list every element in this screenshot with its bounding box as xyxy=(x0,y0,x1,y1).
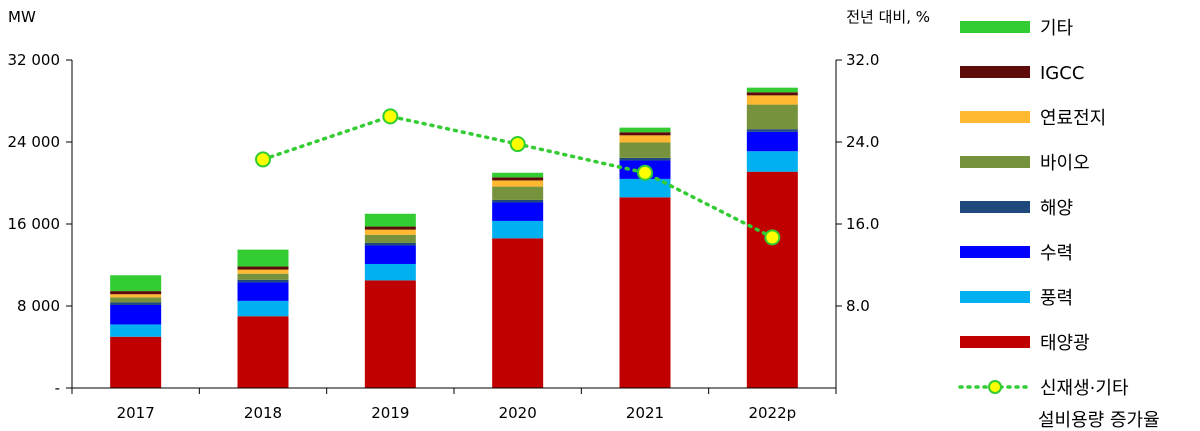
legend-swatch xyxy=(960,291,1030,303)
bar-segment xyxy=(619,178,671,198)
bar-segment xyxy=(492,202,544,221)
bar-segment xyxy=(746,95,798,105)
bar-segment xyxy=(364,245,416,264)
bar-segment xyxy=(492,180,544,187)
left-tick-label: 8 000 xyxy=(17,297,60,315)
bars xyxy=(110,87,798,388)
bar-segment xyxy=(492,186,544,200)
growth-point xyxy=(382,108,399,125)
legend-label: 태양광 xyxy=(1040,333,1090,354)
left-tick-label: 32 000 xyxy=(8,51,61,69)
bar-segment xyxy=(364,263,416,281)
legend-label: 바이오 xyxy=(1040,153,1090,174)
left-axis-unit: MW xyxy=(8,8,36,26)
x-tick-label: 2022p xyxy=(748,404,796,422)
x-tick-label: 2021 xyxy=(626,404,664,422)
legend-label: 기타 xyxy=(1040,18,1074,39)
bar-segment xyxy=(492,199,544,203)
legend-swatch xyxy=(960,246,1030,258)
bar-segment xyxy=(619,132,671,136)
legend-swatch xyxy=(960,201,1030,213)
bar-segment xyxy=(364,234,416,243)
legend-line-marker xyxy=(988,380,1002,394)
legend-swatch xyxy=(960,21,1030,33)
bar-segment xyxy=(746,171,798,388)
bar-segment xyxy=(746,131,798,152)
legend-label: 연료전지 xyxy=(1040,108,1106,129)
bar-segment xyxy=(110,297,162,303)
right-tick-label: 32.0 xyxy=(846,51,879,69)
right-tick-label: 24.0 xyxy=(846,133,879,151)
x-tick-label: 2017 xyxy=(117,404,155,422)
legend-line-label: 설비용량 증가율 xyxy=(1038,410,1160,431)
bar-segment xyxy=(746,129,798,132)
growth-point xyxy=(509,136,526,153)
bar-segment xyxy=(237,300,289,317)
bar-segment xyxy=(746,87,798,93)
bar-segment xyxy=(492,220,544,239)
bar-segment xyxy=(110,336,162,388)
bar-segment xyxy=(364,229,416,235)
legend-label: 풍력 xyxy=(1040,288,1073,309)
right-tick-label: 16.0 xyxy=(846,215,879,233)
left-tick-label: 16 000 xyxy=(8,215,61,233)
right-axis-unit: 전년 대비, % xyxy=(846,8,930,26)
bar-segment xyxy=(492,238,544,388)
growth-point xyxy=(764,229,781,246)
bar-segment xyxy=(619,135,671,143)
bar-segment xyxy=(110,291,162,295)
bar-segment xyxy=(110,304,162,325)
legend-line-label: 신재생·기타 xyxy=(1040,378,1129,399)
bar-segment xyxy=(237,266,289,270)
x-tick-label: 2019 xyxy=(371,404,409,422)
bar-segment xyxy=(237,316,289,388)
bar-segment xyxy=(364,242,416,246)
growth-line-layer xyxy=(255,108,781,246)
left-axis-ticks: - 8 000 16 000 24 000 32 000 xyxy=(8,51,72,397)
x-tick-label: 2020 xyxy=(499,404,537,422)
bar-segment xyxy=(619,127,671,133)
x-axis-labels: 2017 2018 2019 2020 2021 2022p xyxy=(117,404,797,422)
legend-swatch xyxy=(960,66,1030,78)
bar-segment xyxy=(746,151,798,172)
bar-segment xyxy=(110,275,162,292)
legend-swatch xyxy=(960,156,1030,168)
bar-segment xyxy=(364,226,416,230)
legend-label: IGCC xyxy=(1040,63,1084,84)
axes xyxy=(71,60,837,394)
growth-point xyxy=(255,151,271,168)
right-tick-label: 8.0 xyxy=(846,297,870,315)
x-tick-label: 2018 xyxy=(244,404,282,422)
legend-label: 해양 xyxy=(1040,198,1073,219)
legend-swatch xyxy=(960,336,1030,348)
bar-segment xyxy=(619,142,671,158)
bar-segment xyxy=(110,302,162,305)
legend-swatch xyxy=(960,111,1030,123)
left-tick-label: - xyxy=(55,379,60,397)
bar-segment xyxy=(492,177,544,181)
growth-point xyxy=(637,164,653,181)
bar-segment xyxy=(492,172,544,178)
bar-segment xyxy=(619,157,671,161)
left-tick-label: 24 000 xyxy=(8,133,61,151)
bar-segment xyxy=(237,279,289,283)
bar-segment xyxy=(364,213,416,227)
bar-segment xyxy=(237,249,289,267)
bar-segment xyxy=(110,294,162,298)
bar-segment xyxy=(237,269,289,274)
legend-label: 수력 xyxy=(1040,243,1073,264)
bar-segment xyxy=(746,92,798,96)
bar-segment xyxy=(364,280,416,388)
bar-segment xyxy=(110,324,162,337)
bar-segment xyxy=(237,273,289,280)
bar-segment xyxy=(619,197,671,388)
right-axis-ticks: 8.0 16.0 24.0 32.0 xyxy=(836,51,879,315)
bar-segment xyxy=(746,104,798,130)
bar-segment xyxy=(237,282,289,301)
